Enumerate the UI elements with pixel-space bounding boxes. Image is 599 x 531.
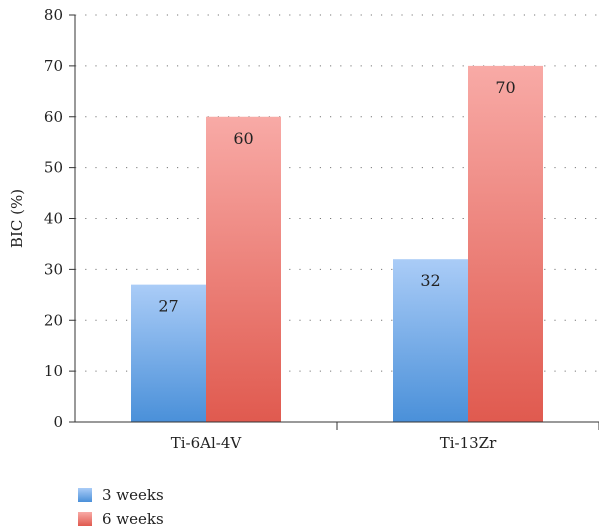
- y-tick-label: 30: [44, 260, 63, 278]
- data-label: 32: [420, 271, 440, 290]
- y-axis-label: BIC (%): [8, 189, 26, 248]
- x-tick-label: Ti-13Zr: [440, 434, 497, 452]
- legend-item-6-weeks: 6 weeks: [78, 507, 164, 531]
- x-tick-label: Ti-6Al-4V: [171, 434, 243, 452]
- legend-item-3-weeks: 3 weeks: [78, 483, 164, 507]
- legend-swatch-6-weeks: [78, 512, 92, 526]
- y-tick-label: 10: [44, 362, 63, 380]
- legend: 3 weeks 6 weeks: [78, 483, 164, 531]
- y-tick-label: 70: [44, 57, 63, 75]
- bar-6-weeks-Ti-6Al-4V: [206, 116, 281, 422]
- legend-swatch-3-weeks: [78, 488, 92, 502]
- y-tick-label: 80: [44, 6, 63, 24]
- legend-label: 6 weeks: [102, 510, 164, 528]
- bar-6-weeks-Ti-13Zr: [468, 65, 543, 422]
- data-label: 27: [158, 297, 178, 316]
- bar-3-weeks-Ti-13Zr: [393, 259, 468, 422]
- y-tick-label: 20: [44, 311, 63, 329]
- data-label: 60: [233, 129, 253, 148]
- y-tick-label: 50: [44, 159, 63, 177]
- y-tick-label: 0: [53, 413, 63, 431]
- y-tick-label: 60: [44, 108, 63, 126]
- bars: 27 60 32 70: [131, 65, 543, 422]
- legend-label: 3 weeks: [102, 486, 164, 504]
- y-tick-label: 40: [44, 210, 63, 228]
- axes: 0 10 20 30 40 50 60 70 80 Ti-6Al-4V Ti-13Zr: [44, 6, 599, 452]
- bar-3-weeks-Ti-6Al-4V: [131, 284, 206, 422]
- data-label: 70: [495, 78, 515, 97]
